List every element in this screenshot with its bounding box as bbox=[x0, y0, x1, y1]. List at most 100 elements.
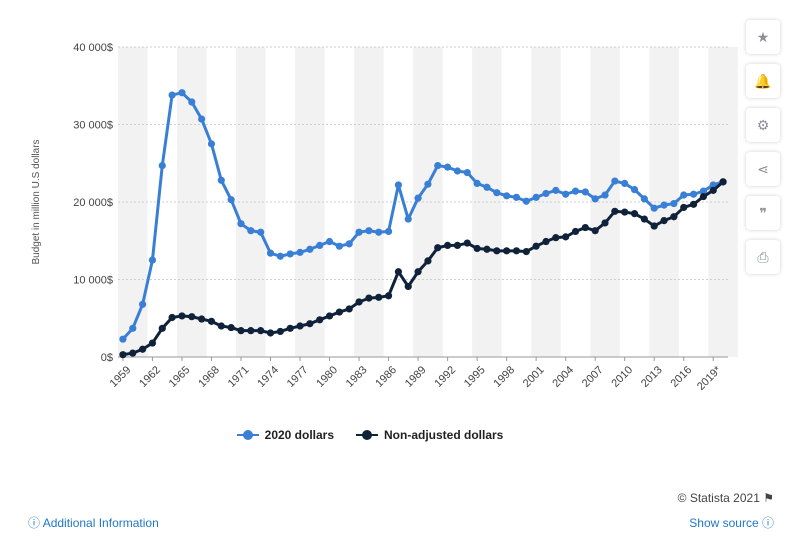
data-point-series-0 bbox=[316, 241, 324, 249]
data-point-series-0 bbox=[129, 324, 137, 332]
data-point-series-1 bbox=[611, 207, 619, 215]
data-point-series-0 bbox=[463, 168, 471, 177]
data-point-series-1 bbox=[680, 203, 688, 212]
data-point-series-0 bbox=[670, 199, 678, 208]
data-point-series-0 bbox=[237, 220, 245, 228]
data-point-series-0 bbox=[503, 192, 511, 200]
data-point-series-0 bbox=[453, 167, 462, 175]
data-point-series-0 bbox=[611, 177, 619, 185]
gear-icon[interactable]: ⚙ bbox=[746, 108, 780, 142]
data-point-series-0 bbox=[178, 89, 186, 97]
data-point-series-0 bbox=[345, 240, 353, 248]
data-point-series-0 bbox=[257, 228, 265, 236]
quote-icon[interactable]: ❞ bbox=[746, 196, 780, 230]
legend-item-2020-dollars[interactable]: 2020 dollars bbox=[236, 428, 334, 442]
print-icon[interactable]: ⎙ bbox=[746, 240, 780, 274]
data-point-series-1 bbox=[571, 227, 580, 236]
data-point-series-1 bbox=[503, 247, 511, 255]
data-point-series-1 bbox=[129, 349, 137, 357]
legend-swatch-2020-dollars bbox=[236, 429, 259, 441]
data-point-series-1 bbox=[355, 298, 363, 306]
y-tick-label: 10 000$ bbox=[73, 275, 113, 287]
data-point-series-0 bbox=[542, 189, 550, 198]
data-point-series-1 bbox=[168, 313, 176, 322]
data-point-series-1 bbox=[306, 320, 314, 328]
x-tick-label: 1962 bbox=[137, 364, 163, 390]
data-point-series-0 bbox=[325, 237, 334, 246]
credit-text: © Statista 2021 bbox=[677, 491, 760, 505]
x-tick-label: 1995 bbox=[462, 364, 488, 390]
y-axis-title: Budget in million U.S dollars bbox=[31, 139, 42, 264]
data-point-series-1 bbox=[552, 234, 560, 242]
data-point-series-0 bbox=[483, 183, 491, 191]
data-point-series-1 bbox=[345, 305, 353, 313]
share-icon[interactable]: ⋖ bbox=[746, 152, 780, 186]
data-point-series-1 bbox=[178, 312, 186, 320]
x-tick-label: 1977 bbox=[285, 364, 311, 390]
show-source-link[interactable]: Show source ⓘ bbox=[689, 514, 774, 531]
data-point-series-0 bbox=[217, 176, 225, 184]
data-point-series-1 bbox=[286, 324, 294, 332]
data-point-series-0 bbox=[247, 227, 255, 235]
statista-credit[interactable]: © Statista 2021 ⚑ bbox=[678, 491, 774, 505]
data-point-series-1 bbox=[562, 233, 570, 241]
data-point-series-1 bbox=[375, 293, 383, 301]
additional-information-link[interactable]: ⓘ Additional Information bbox=[28, 514, 159, 531]
data-point-series-0 bbox=[375, 228, 383, 236]
y-tick-label: 40 000$ bbox=[73, 42, 113, 54]
x-tick-label: 1998 bbox=[491, 364, 517, 390]
x-tick-label: 1980 bbox=[314, 364, 340, 390]
data-point-series-1 bbox=[443, 241, 452, 249]
data-point-series-1 bbox=[660, 217, 668, 225]
data-point-series-0 bbox=[188, 98, 196, 106]
data-point-series-0 bbox=[689, 190, 698, 198]
data-point-series-0 bbox=[404, 215, 412, 223]
data-point-series-1 bbox=[493, 247, 501, 255]
data-point-series-1 bbox=[198, 315, 206, 323]
data-point-series-1 bbox=[699, 192, 708, 201]
x-tick-label: 1974 bbox=[255, 364, 281, 390]
data-point-series-0 bbox=[699, 187, 708, 195]
data-point-series-0 bbox=[227, 196, 235, 204]
data-point-series-1 bbox=[709, 186, 717, 194]
data-point-series-0 bbox=[443, 163, 452, 171]
x-tick-label: 2019* bbox=[695, 364, 724, 393]
data-point-series-1 bbox=[296, 322, 304, 330]
y-tick-label: 0$ bbox=[101, 352, 113, 364]
x-tick-label: 1986 bbox=[373, 364, 399, 390]
x-tick-label: 1992 bbox=[432, 364, 458, 390]
data-point-series-1 bbox=[453, 241, 462, 249]
x-tick-label: 2001 bbox=[521, 364, 547, 390]
data-point-series-0 bbox=[276, 252, 284, 260]
data-point-series-0 bbox=[709, 181, 717, 189]
x-tick-label: 1989 bbox=[403, 364, 429, 390]
data-point-series-0 bbox=[119, 335, 127, 343]
data-point-series-1 bbox=[148, 339, 157, 347]
flag-icon: ⚑ bbox=[763, 491, 774, 505]
x-tick-label: 1971 bbox=[226, 364, 252, 390]
data-point-series-0 bbox=[296, 248, 304, 256]
legend-label: Non-adjusted dollars bbox=[384, 428, 504, 442]
data-point-series-0 bbox=[207, 140, 216, 148]
data-point-series-0 bbox=[532, 193, 540, 201]
x-tick-label: 2004 bbox=[550, 364, 576, 390]
info-icon: ⓘ bbox=[28, 516, 41, 530]
data-point-series-1 bbox=[640, 215, 648, 223]
data-point-series-1 bbox=[532, 242, 540, 250]
data-point-series-1 bbox=[394, 268, 403, 276]
x-tick-label: 2010 bbox=[609, 364, 635, 390]
data-point-series-0 bbox=[660, 201, 668, 209]
x-tick-label: 1959 bbox=[108, 364, 134, 390]
data-point-series-0 bbox=[601, 191, 609, 199]
data-point-series-0 bbox=[306, 245, 314, 253]
bell-icon[interactable]: 🔔 bbox=[746, 64, 780, 98]
x-tick-label: 2016 bbox=[668, 364, 694, 390]
legend-item-non-adjusted-dollars[interactable]: Non-adjusted dollars bbox=[356, 428, 503, 442]
data-point-series-1 bbox=[414, 268, 422, 276]
x-tick-label: 1965 bbox=[167, 364, 193, 390]
star-icon[interactable]: ★ bbox=[746, 20, 780, 54]
side-toolbar: ★ 🔔 ⚙ ⋖ ❞ ⎙ bbox=[746, 20, 780, 274]
data-point-series-1 bbox=[316, 316, 324, 324]
line-chart: 0$ 10 000$ 20 000$ 30 000$ 40 000$ Budget in … bbox=[31, 42, 738, 393]
data-point-series-0 bbox=[355, 228, 363, 236]
